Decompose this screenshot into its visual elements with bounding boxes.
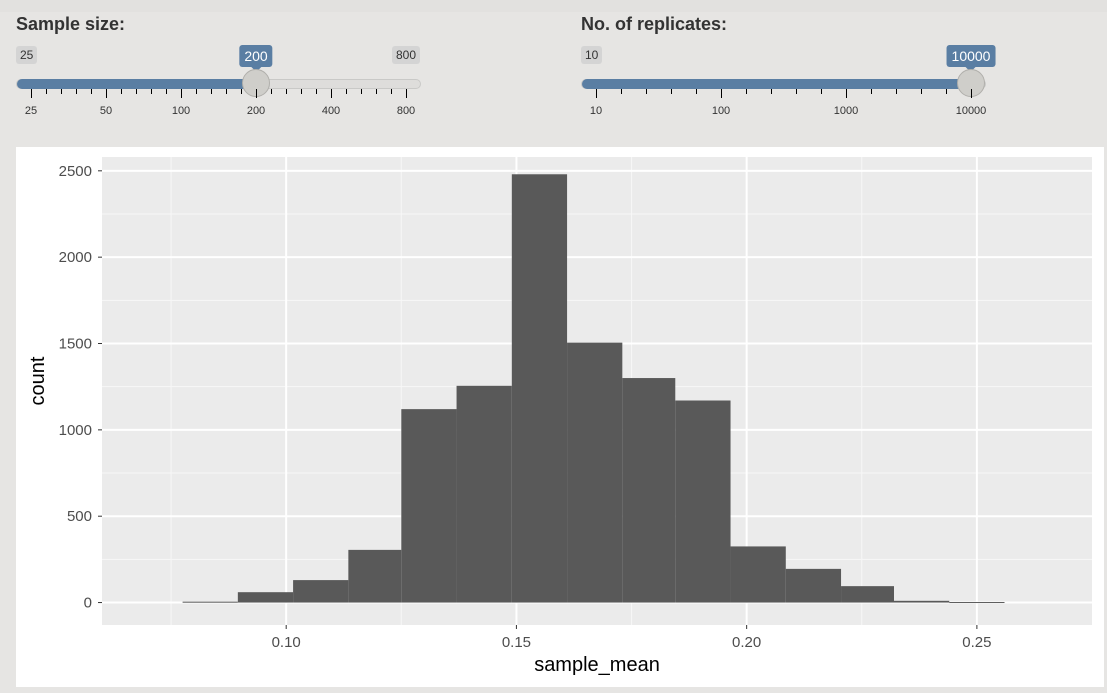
y-axis-tick-label: 500 <box>67 508 92 525</box>
y-axis-tick-label: 1500 <box>59 336 92 353</box>
x-axis-tick-label: 0.15 <box>502 634 531 651</box>
sample-size-minor-tick <box>196 89 197 94</box>
sample-size-tick-label: 100 <box>171 105 191 117</box>
sample-size-minor-tick <box>91 89 92 94</box>
replicates-minor-tick <box>821 89 822 94</box>
replicates-minor-tick <box>921 89 922 94</box>
replicates-minor-tick <box>671 89 672 94</box>
sample-size-slider-group: Sample size: 25 800 200 25 50 100 200 400 800 <box>16 0 426 140</box>
sample-size-major-tick <box>406 89 407 98</box>
histogram-bar <box>401 409 457 603</box>
replicates-tick-label: 10000 <box>955 105 987 117</box>
sample-size-min-label: 25 <box>16 46 38 64</box>
sample-size-minor-tick <box>271 89 272 94</box>
histogram-bar <box>348 549 402 603</box>
sample-size-tick-label: 25 <box>24 105 38 117</box>
sample-size-major-tick <box>31 89 32 98</box>
sample-size-minor-tick <box>301 89 302 94</box>
replicates-slider-group: No. of replicates: 10 10000 10 100 1000 100… <box>581 0 996 140</box>
sample-size-max-label: 800 <box>392 46 421 64</box>
replicates-min-label: 10 <box>581 46 603 64</box>
sample-size-minor-tick <box>211 89 212 94</box>
sample-size-track[interactable] <box>16 79 421 89</box>
histogram-bar <box>730 546 786 603</box>
x-axis-title: sample_mean <box>534 654 660 676</box>
sample-size-minor-tick <box>76 89 77 94</box>
histogram-bar <box>456 385 512 603</box>
sample-size-minor-tick <box>376 89 377 94</box>
y-axis-tick-label: 0 <box>84 595 92 612</box>
replicates-minor-tick <box>896 89 897 94</box>
sample-size-ticks: 25 50 100 200 400 800 <box>16 89 426 129</box>
sample-size-value-label: 200 <box>239 45 273 72</box>
replicates-tick-label: 100 <box>711 105 731 117</box>
sample-size-minor-tick <box>121 89 122 94</box>
replicates-major-tick <box>846 89 847 98</box>
replicates-major-tick <box>971 89 972 98</box>
replicates-track[interactable] <box>581 79 986 89</box>
replicates-ticks: 10 100 1000 10000 <box>581 89 991 129</box>
histogram-bar <box>894 600 950 603</box>
replicates-minor-tick <box>621 89 622 94</box>
histogram-bar <box>293 580 349 603</box>
sample-size-minor-tick <box>286 89 287 94</box>
y-axis-tick-label: 2000 <box>59 249 92 266</box>
sample-size-minor-tick <box>46 89 47 94</box>
sample-size-minor-tick <box>361 89 362 94</box>
sample-size-minor-tick <box>316 89 317 94</box>
sample-size-tick-label: 800 <box>396 105 416 117</box>
sample-size-major-tick <box>256 89 257 98</box>
sample-size-major-tick <box>181 89 182 98</box>
x-axis-tick-label: 0.10 <box>272 634 301 651</box>
replicates-major-tick <box>721 89 722 98</box>
y-axis-title: count <box>27 356 49 405</box>
replicates-value-label: 10000 <box>946 45 996 72</box>
replicates-minor-tick <box>871 89 872 94</box>
histogram-bar <box>237 592 294 603</box>
sample-size-minor-tick <box>226 89 227 94</box>
sample-size-minor-tick <box>166 89 167 94</box>
replicates-track-fill <box>582 79 972 89</box>
histogram-chart: 0.10 0.15 0.20 0.25 0 500 1000 1500 2000 2500 samp… <box>27 157 1092 676</box>
sample-size-minor-tick <box>61 89 62 94</box>
sample-size-track-fill <box>17 79 257 89</box>
histogram-bar <box>841 586 894 603</box>
replicates-minor-tick <box>796 89 797 94</box>
sample-size-minor-tick <box>151 89 152 94</box>
histogram-bar <box>567 342 623 603</box>
histogram-bar <box>785 568 842 603</box>
top-strip <box>0 0 1107 12</box>
sample-size-tick-label: 400 <box>321 105 341 117</box>
replicates-major-tick <box>596 89 597 98</box>
replicates-minor-tick <box>946 89 947 94</box>
histogram-bar <box>511 174 568 603</box>
sample-size-major-tick <box>106 89 107 98</box>
sample-size-label: Sample size: <box>16 14 126 34</box>
replicates-minor-tick <box>771 89 772 94</box>
sample-size-minor-tick <box>136 89 137 94</box>
sample-size-major-tick <box>331 89 332 98</box>
replicates-label: No. of replicates: <box>581 14 728 34</box>
sample-size-minor-tick <box>391 89 392 94</box>
sample-size-minor-tick <box>241 89 242 94</box>
plot-card: 0.10 0.15 0.20 0.25 0 500 1000 1500 2000 2500 samp… <box>16 147 1104 687</box>
sample-size-tick-label: 50 <box>99 105 113 117</box>
replicates-minor-tick <box>696 89 697 94</box>
x-axis-tick-label: 0.25 <box>962 634 991 651</box>
sample-size-minor-tick <box>346 89 347 94</box>
histogram-bar <box>949 602 1005 604</box>
y-axis-tick-label: 2500 <box>59 163 92 180</box>
y-axis-tick-label: 1000 <box>59 422 92 439</box>
replicates-tick-label: 1000 <box>833 105 859 117</box>
histogram-bar <box>622 378 676 603</box>
sample-size-tick-label: 200 <box>246 105 266 117</box>
replicates-tick-label: 10 <box>589 105 603 117</box>
replicates-minor-tick <box>746 89 747 94</box>
histogram-bar <box>675 400 731 603</box>
replicates-minor-tick <box>646 89 647 94</box>
x-axis-tick-label: 0.20 <box>732 634 761 651</box>
histogram-bar <box>182 601 238 603</box>
